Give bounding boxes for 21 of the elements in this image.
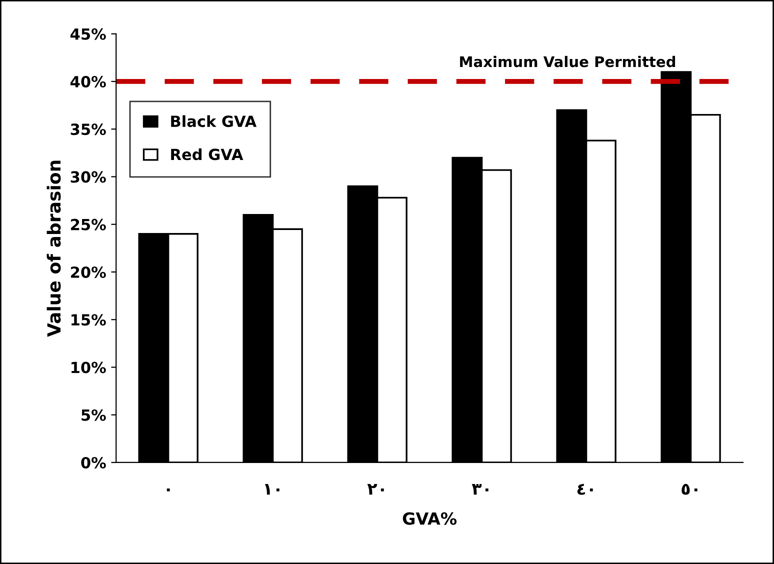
legend-label: Red GVA	[171, 148, 244, 160]
x-tick-label: ٤٠	[577, 484, 593, 495]
y-tick-label: 40%	[70, 76, 106, 88]
ref-line-label: Maximum Value Permitted	[460, 56, 676, 68]
legend-label: Black GVA	[171, 115, 257, 128]
y-tick-label: 15%	[72, 314, 106, 326]
y-axis-title: Value of abrasion	[46, 160, 61, 337]
x-axis-title: GVA%	[402, 512, 457, 525]
y-tick-label: 10%	[72, 362, 106, 374]
y-tick-label: 5%	[82, 409, 106, 421]
y-tick-label: 35%	[70, 124, 106, 136]
y-tick-label: 20%	[71, 266, 106, 278]
x-tick-label: ٠	[166, 488, 170, 492]
y-tick-label: 25%	[71, 218, 106, 230]
x-tick-label: ٥٠	[682, 484, 698, 495]
x-tick-label: ٢٠	[367, 484, 384, 495]
x-tick-label: ١٠	[264, 484, 280, 495]
x-tick-label: ٣٠	[472, 484, 488, 495]
y-tick-label: 30%	[70, 171, 106, 183]
y-tick-label: 0%	[81, 456, 106, 468]
y-tick-label: 45%	[70, 28, 106, 40]
